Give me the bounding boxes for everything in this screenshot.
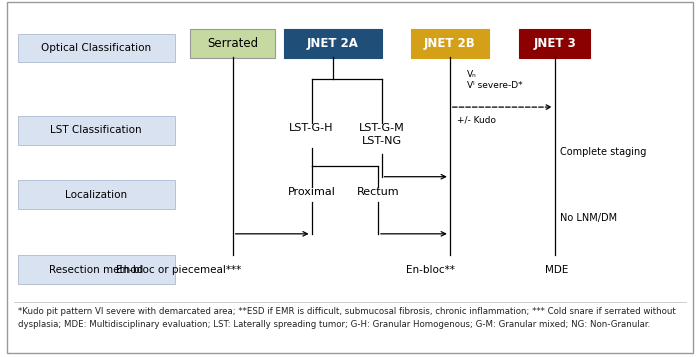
Text: JNET 3: JNET 3: [533, 37, 576, 50]
Text: LST Classification: LST Classification: [50, 125, 142, 135]
FancyBboxPatch shape: [190, 29, 275, 58]
Text: No LNM/DM: No LNM/DM: [560, 213, 617, 223]
Text: Resection method: Resection method: [49, 265, 144, 275]
Text: Complete staging: Complete staging: [560, 147, 646, 157]
Text: +/- Kudo: +/- Kudo: [456, 115, 496, 124]
Text: Optical Classification: Optical Classification: [41, 43, 151, 53]
Text: LST-G-M
LST-NG: LST-G-M LST-NG: [358, 123, 405, 146]
Text: En-bloc**: En-bloc**: [406, 265, 455, 275]
FancyBboxPatch shape: [18, 180, 175, 209]
Text: *Kudo pit pattern VI severe with demarcated area; **ESD if EMR is difficult, sub: *Kudo pit pattern VI severe with demarca…: [18, 307, 676, 328]
Text: Proximal: Proximal: [288, 187, 335, 197]
Text: MDE: MDE: [545, 265, 568, 275]
FancyBboxPatch shape: [519, 29, 590, 58]
Text: Vₙ: Vₙ: [468, 70, 477, 80]
Text: Localization: Localization: [65, 190, 127, 200]
Text: Rectum: Rectum: [357, 187, 399, 197]
Text: Vᴵ severe-D*: Vᴵ severe-D*: [468, 81, 523, 90]
FancyBboxPatch shape: [18, 34, 175, 62]
FancyBboxPatch shape: [18, 116, 175, 145]
Text: En-bloc or piecemeal***: En-bloc or piecemeal***: [116, 265, 241, 275]
Text: JNET 2A: JNET 2A: [307, 37, 359, 50]
Text: LST-G-H: LST-G-H: [289, 123, 334, 133]
FancyBboxPatch shape: [411, 29, 489, 58]
FancyBboxPatch shape: [284, 29, 382, 58]
Text: Serrated: Serrated: [207, 37, 258, 50]
Text: JNET 2B: JNET 2B: [424, 37, 475, 50]
FancyBboxPatch shape: [7, 2, 693, 353]
FancyBboxPatch shape: [18, 255, 175, 284]
